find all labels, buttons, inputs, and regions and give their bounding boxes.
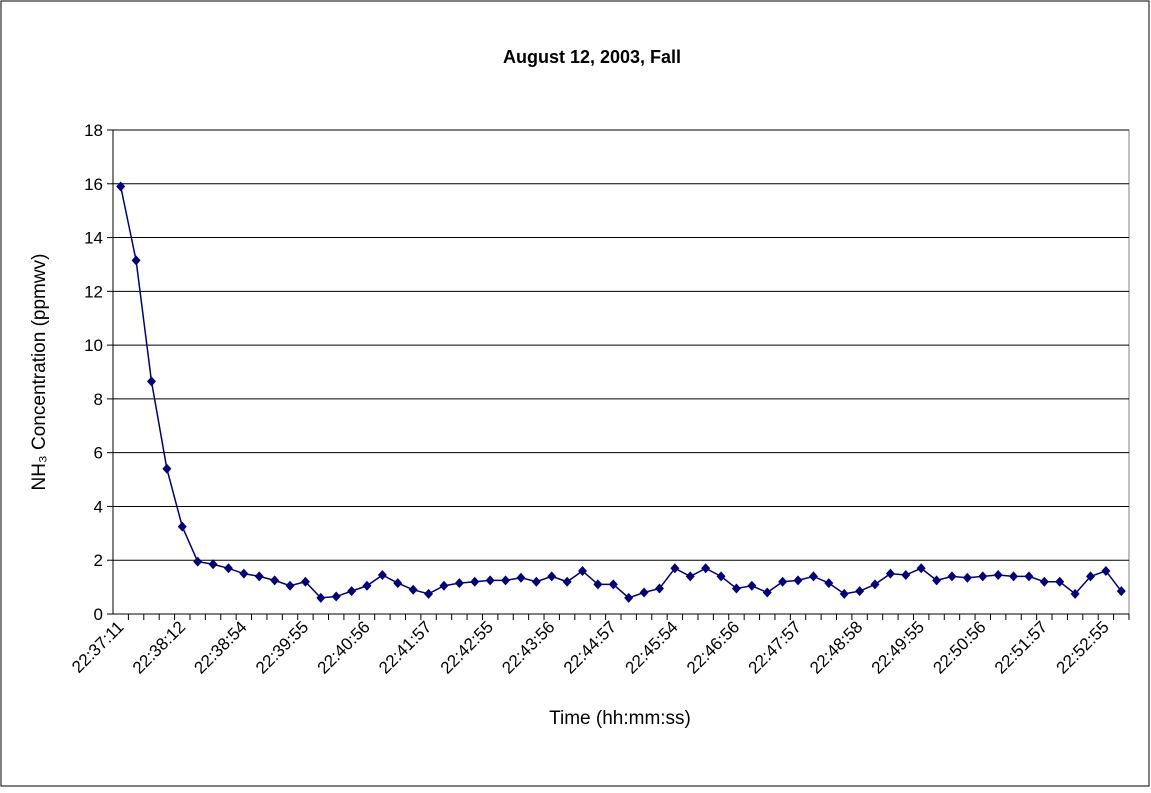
data-point bbox=[747, 580, 757, 591]
data-point bbox=[731, 583, 741, 594]
data-point bbox=[316, 592, 326, 603]
data-point bbox=[654, 583, 664, 594]
y-tick-label: 18 bbox=[84, 121, 103, 140]
data-point bbox=[1039, 576, 1049, 587]
data-point bbox=[932, 575, 942, 586]
data-point bbox=[808, 571, 818, 582]
data-point bbox=[839, 588, 849, 599]
data-point bbox=[547, 571, 557, 582]
data-point bbox=[624, 592, 634, 603]
y-tick-label: 4 bbox=[94, 497, 103, 516]
data-point bbox=[177, 521, 187, 532]
data-point bbox=[685, 571, 695, 582]
data-point bbox=[470, 576, 480, 587]
data-point bbox=[223, 563, 233, 574]
data-point bbox=[885, 568, 895, 579]
data-point bbox=[1055, 576, 1065, 587]
data-point bbox=[531, 576, 541, 587]
data-point bbox=[1086, 571, 1096, 582]
data-point bbox=[270, 575, 280, 586]
y-tick-label: 10 bbox=[84, 336, 103, 355]
data-point bbox=[778, 576, 788, 587]
data-point bbox=[1070, 588, 1080, 599]
data-point bbox=[162, 463, 172, 474]
data-point bbox=[762, 587, 772, 598]
data-point bbox=[408, 584, 418, 595]
y-tick-label: 16 bbox=[84, 175, 103, 194]
data-point bbox=[824, 578, 834, 589]
data-point bbox=[962, 572, 972, 583]
data-point bbox=[1024, 571, 1034, 582]
data-point bbox=[670, 563, 680, 574]
y-tick-label: 14 bbox=[84, 229, 103, 248]
data-point bbox=[501, 575, 511, 586]
x-axis-title: Time (hh:mm:ss) bbox=[549, 708, 691, 729]
data-point bbox=[300, 576, 310, 587]
data-point bbox=[131, 255, 141, 266]
data-point bbox=[362, 580, 372, 591]
data-point bbox=[208, 559, 218, 570]
data-point bbox=[146, 376, 156, 387]
data-point bbox=[993, 570, 1003, 581]
data-point bbox=[1116, 586, 1126, 597]
data-point bbox=[285, 580, 295, 591]
data-point bbox=[516, 572, 526, 583]
data-point bbox=[193, 556, 203, 567]
data-point bbox=[377, 570, 387, 581]
data-point bbox=[393, 578, 403, 589]
y-tick-label: 2 bbox=[94, 551, 103, 570]
data-point bbox=[793, 575, 803, 586]
data-point bbox=[116, 181, 126, 192]
y-axis-title: NH₃ Concentration (ppmwv) bbox=[29, 254, 50, 491]
data-point bbox=[978, 571, 988, 582]
data-point bbox=[239, 568, 249, 579]
y-tick-label: 6 bbox=[94, 444, 103, 463]
data-point bbox=[901, 570, 911, 581]
data-point bbox=[593, 579, 603, 590]
data-point bbox=[855, 586, 865, 597]
data-point bbox=[1101, 565, 1111, 576]
y-tick-label: 8 bbox=[94, 390, 103, 409]
data-point bbox=[424, 588, 434, 599]
data-point bbox=[562, 576, 572, 587]
data-point bbox=[701, 563, 711, 574]
data-point bbox=[608, 579, 618, 590]
data-point bbox=[347, 586, 357, 597]
data-point bbox=[1009, 571, 1019, 582]
data-point bbox=[254, 571, 264, 582]
data-point bbox=[947, 571, 957, 582]
y-tick-label: 0 bbox=[94, 605, 103, 624]
data-point bbox=[639, 587, 649, 598]
data-point bbox=[916, 563, 926, 574]
data-point bbox=[485, 575, 495, 586]
data-point bbox=[454, 578, 464, 589]
data-point bbox=[439, 580, 449, 591]
data-point bbox=[870, 579, 880, 590]
data-point bbox=[331, 591, 341, 602]
chart-title: August 12, 2003, Fall bbox=[503, 47, 681, 67]
y-tick-label: 12 bbox=[84, 282, 103, 301]
data-point bbox=[578, 565, 588, 576]
data-point bbox=[716, 571, 726, 582]
